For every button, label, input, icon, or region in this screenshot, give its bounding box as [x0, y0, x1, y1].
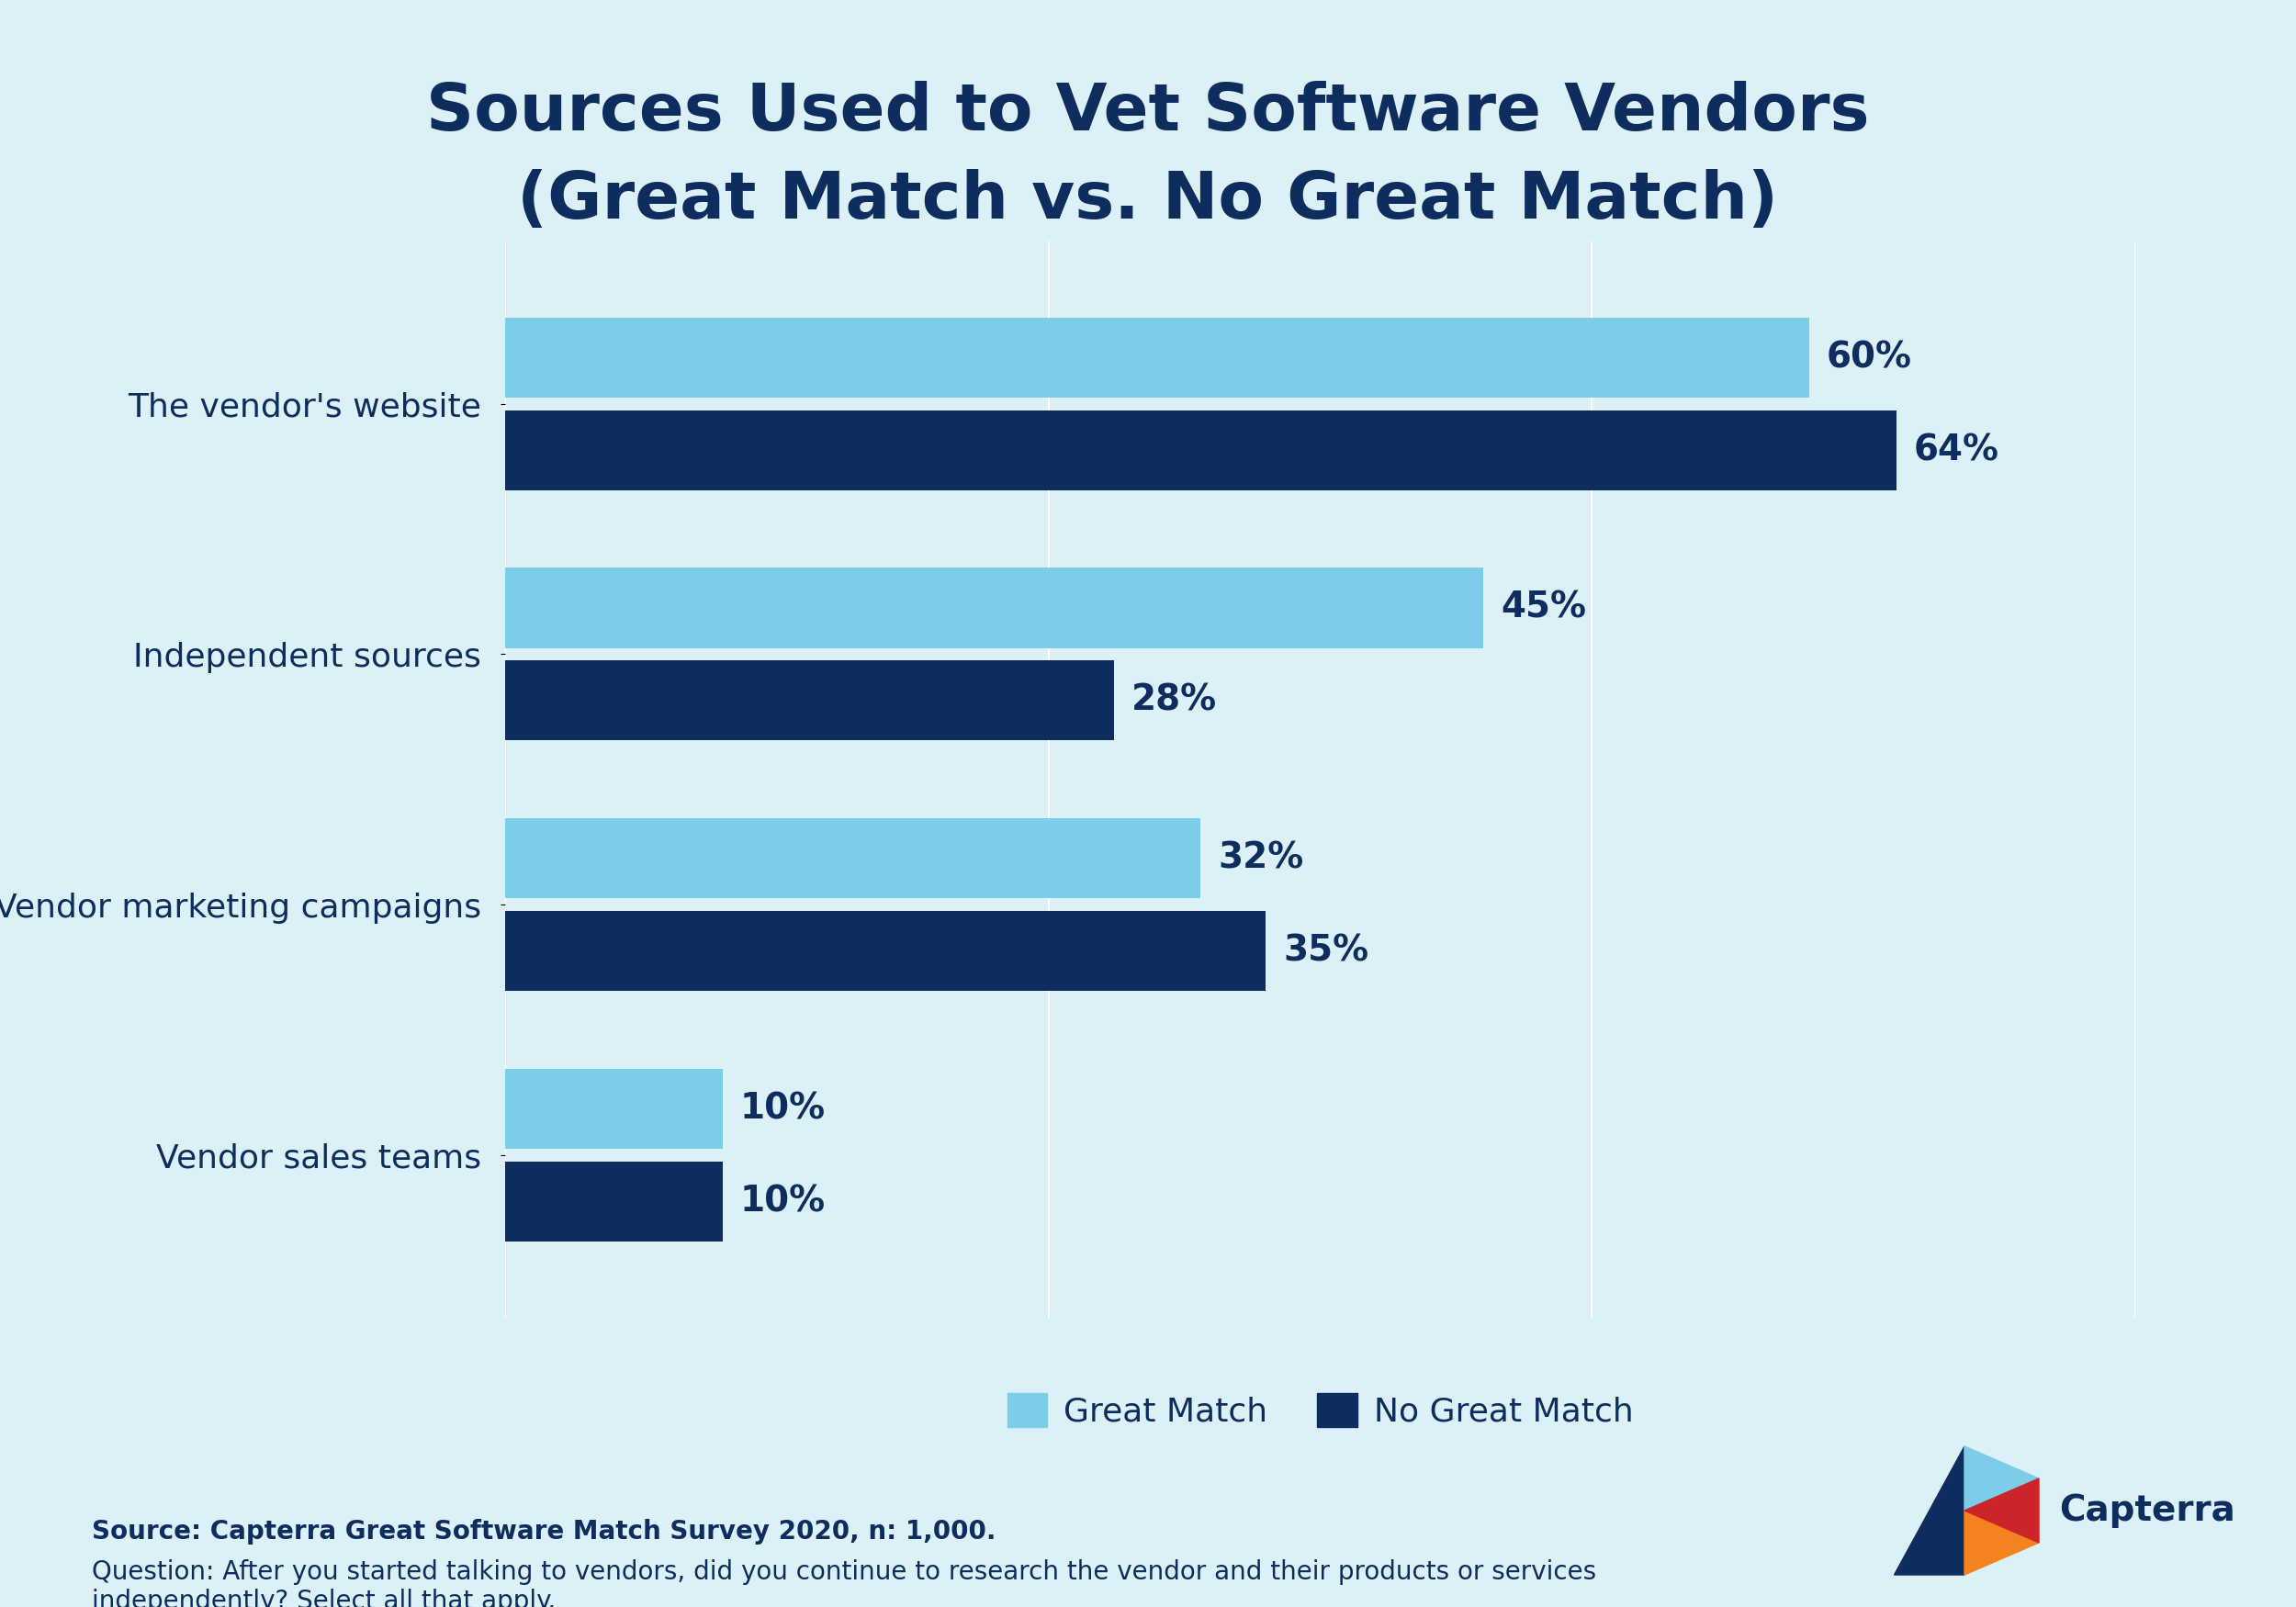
Bar: [505, 818, 1201, 898]
Legend: Great Match, No Great Match: Great Match, No Great Match: [994, 1380, 1646, 1441]
Text: 35%: 35%: [1283, 934, 1368, 969]
Text: 32%: 32%: [1219, 840, 1304, 876]
Text: Source: Capterra Great Software Match Survey 2020, n: 1,000.: Source: Capterra Great Software Match Su…: [92, 1519, 996, 1544]
Polygon shape: [1894, 1446, 1965, 1575]
Bar: [505, 410, 1896, 490]
Text: 28%: 28%: [1132, 683, 1217, 718]
Bar: [505, 1069, 723, 1149]
Polygon shape: [1965, 1511, 2039, 1575]
Bar: [505, 1162, 723, 1241]
Bar: [505, 318, 1809, 397]
Bar: [505, 567, 1483, 648]
Text: Question: After you started talking to vendors, did you continue to research the: Question: After you started talking to v…: [92, 1559, 1596, 1607]
Text: 64%: 64%: [1913, 432, 2000, 468]
Text: 45%: 45%: [1502, 590, 1587, 625]
Text: 10%: 10%: [739, 1184, 824, 1218]
Bar: [505, 660, 1114, 741]
Text: Sources Used to Vet Software Vendors: Sources Used to Vet Software Vendors: [427, 80, 1869, 145]
Text: 60%: 60%: [1828, 341, 1913, 374]
Text: (Great Match vs. No Great Match): (Great Match vs. No Great Match): [517, 169, 1779, 233]
Text: Capterra: Capterra: [2060, 1493, 2236, 1528]
Polygon shape: [1965, 1446, 2039, 1511]
Polygon shape: [1965, 1478, 2039, 1543]
Text: 10%: 10%: [739, 1091, 824, 1127]
Bar: [505, 911, 1265, 992]
